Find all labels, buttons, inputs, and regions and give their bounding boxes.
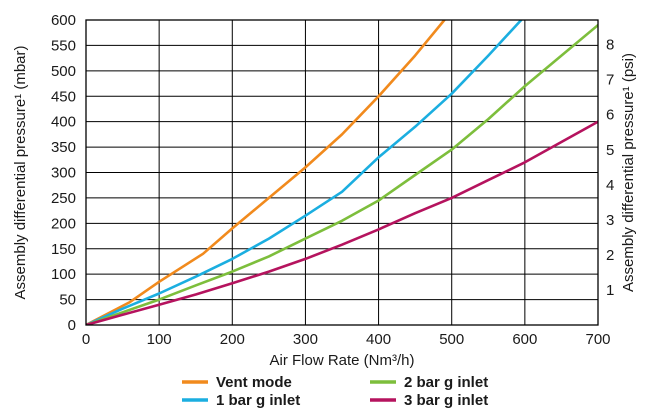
y-tick-label: 550 [51, 37, 76, 54]
x-tick-label: 400 [366, 331, 391, 348]
x-tick-label: 100 [147, 331, 172, 348]
series-line-3 [86, 23, 598, 325]
x-tick-label: 600 [512, 331, 537, 348]
y2-tick-label: 2 [606, 247, 614, 264]
y-tick-label: 600 [51, 12, 76, 29]
y2-tick-label: 8 [606, 37, 614, 54]
y2-tick-label: 1 [606, 282, 614, 299]
y-tick-label: 350 [51, 139, 76, 156]
x-tick-labels: 0 100 200 300 400 500 600 700 [82, 331, 611, 348]
series-line-1 [86, 20, 446, 325]
y-axis-title: Assembly differential pressure¹ (mbar) [12, 46, 29, 300]
y2-tick-label: 7 [606, 72, 614, 89]
plot-frame [85, 19, 599, 326]
series-line-4 [86, 120, 598, 325]
y2-tick-label: 4 [606, 177, 614, 194]
grid-layer [86, 20, 598, 325]
legend-label-3: 2 bar g inlet [404, 374, 488, 391]
y-tick-label: 100 [51, 266, 76, 283]
y-tick-label: 0 [68, 317, 76, 334]
legend-label-2: 1 bar g inlet [216, 392, 300, 409]
y2-tick-label: 3 [606, 212, 614, 229]
y-tick-label: 500 [51, 63, 76, 80]
y-tick-label: 50 [59, 292, 76, 309]
y-tick-label: 150 [51, 241, 76, 258]
y-tick-label: 450 [51, 88, 76, 105]
y-tick-label: 250 [51, 190, 76, 207]
y-tick-label: 400 [51, 114, 76, 131]
y-tick-label: 200 [51, 215, 76, 232]
series-line-2 [86, 20, 523, 325]
y2-tick-labels: 1 2 3 4 5 6 7 8 [606, 37, 614, 299]
x-tick-label: 700 [585, 331, 610, 348]
legend-label-4: 3 bar g inlet [404, 392, 488, 409]
x-tick-label: 200 [220, 331, 245, 348]
y2-axis-title: Assembly differential pressure¹ (psi) [620, 53, 637, 292]
x-tick-label: 0 [82, 331, 90, 348]
y-tick-label: 300 [51, 165, 76, 182]
y2-tick-label: 6 [606, 107, 614, 124]
x-tick-label: 500 [439, 331, 464, 348]
legend-label-1: Vent mode [216, 374, 292, 391]
y-tick-labels: 0 50 100 150 200 250 300 350 400 450 500 550 600 [51, 12, 76, 334]
series-layer [86, 20, 598, 325]
x-tick-label: 300 [293, 331, 318, 348]
x-axis-title: Air Flow Rate (Nm³/h) [269, 352, 414, 369]
y2-tick-label: 5 [606, 142, 614, 159]
